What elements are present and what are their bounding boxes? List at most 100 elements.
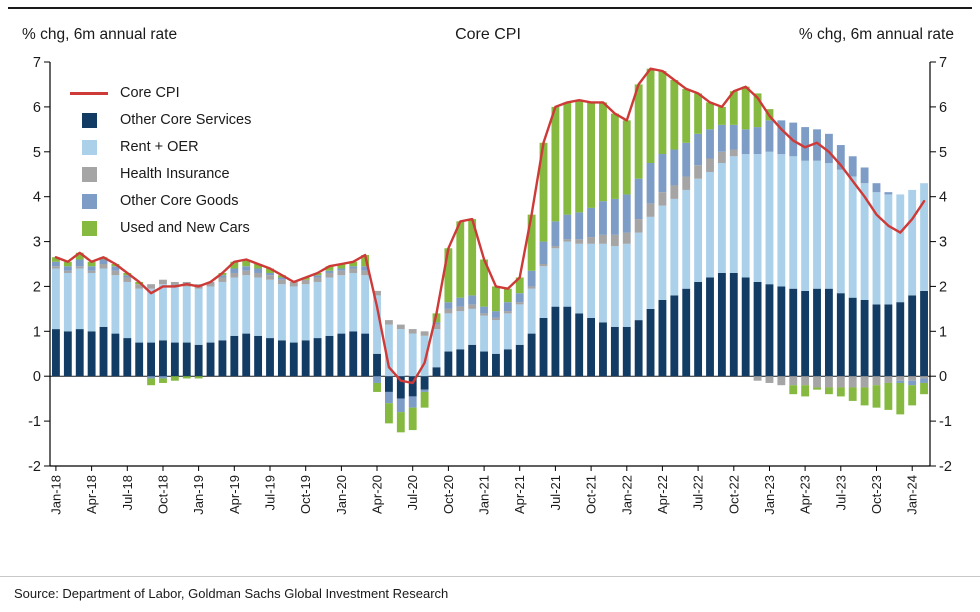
seg-other-core-services	[717, 272, 726, 377]
top-rule	[8, 7, 972, 9]
seg-used-and-new-cars	[599, 102, 607, 202]
footer-divider	[0, 576, 980, 577]
seg-other-core-goods	[622, 194, 631, 233]
seg-used-and-new-cars	[694, 93, 703, 134]
seg-other-core-goods	[242, 266, 251, 271]
seg-other-core-services	[599, 322, 607, 377]
seg-other-core-services	[218, 340, 227, 377]
seg-health-insurance	[289, 281, 298, 287]
y-tick-label-right: 3	[939, 235, 947, 251]
seg-other-core-goods	[218, 275, 227, 278]
seg-other-core-services	[706, 277, 714, 377]
seg-other-core-services	[503, 349, 512, 377]
x-tick-label: Jan-18	[48, 475, 63, 515]
seg-other-core-goods	[52, 261, 60, 267]
seg-other-core-services	[777, 286, 786, 377]
seg-other-core-services	[408, 376, 417, 397]
seg-health-insurance	[706, 158, 714, 172]
seg-other-core-services	[337, 333, 346, 377]
seg-other-core-goods	[896, 380, 905, 383]
seg-health-insurance	[384, 320, 393, 325]
seg-other-core-services	[622, 326, 631, 377]
y-tick-label-right: -1	[939, 414, 952, 430]
x-tick-label: Jan-24	[905, 475, 920, 515]
seg-rent-oer	[824, 163, 833, 289]
seg-rent-oer	[159, 284, 167, 341]
x-tick-label: Jul-20	[405, 475, 420, 510]
seg-other-core-goods	[75, 259, 84, 267]
seg-other-core-goods	[753, 127, 762, 155]
seg-health-insurance	[646, 203, 655, 217]
seg-health-insurance	[456, 306, 465, 312]
y-tick-label-left: 3	[33, 235, 41, 251]
bars-group	[52, 68, 928, 433]
seg-used-and-new-cars	[75, 252, 84, 260]
x-tick-label: Apr-19	[227, 475, 242, 514]
x-tick-label: Jan-19	[191, 475, 206, 515]
seg-used-and-new-cars	[349, 261, 358, 267]
seg-used-and-new-cars	[539, 142, 548, 242]
other-core-goods-swatch	[70, 193, 108, 209]
seg-used-and-new-cars	[848, 387, 857, 401]
legend-item-other-core-services: Other Core Services	[70, 111, 251, 129]
core-cpi-line	[54, 67, 926, 385]
y-tick-label-left: 7	[33, 56, 41, 71]
seg-rent-oer	[384, 324, 393, 377]
seg-used-and-new-cars	[563, 102, 572, 215]
seg-rent-oer	[87, 272, 96, 332]
seg-other-core-services	[159, 340, 167, 377]
seg-rent-oer	[396, 329, 405, 377]
seg-health-insurance	[361, 270, 370, 276]
seg-used-and-new-cars	[420, 391, 429, 408]
seg-rent-oer	[741, 154, 750, 278]
seg-health-insurance	[325, 272, 334, 278]
seg-rent-oer	[896, 194, 905, 303]
seg-other-core-services	[646, 308, 655, 377]
seg-used-and-new-cars	[147, 378, 156, 386]
seg-used-and-new-cars	[575, 100, 584, 213]
seg-used-and-new-cars	[551, 106, 560, 222]
seg-other-core-services	[920, 290, 928, 377]
seg-health-insurance	[63, 270, 72, 273]
seg-health-insurance	[753, 376, 762, 381]
seg-other-core-goods	[610, 198, 619, 235]
seg-other-core-services	[313, 338, 322, 377]
seg-other-core-services	[872, 304, 881, 377]
seg-other-core-goods	[349, 266, 358, 269]
seg-other-core-goods	[503, 302, 512, 312]
legend-item-other-core-goods: Other Core Goods	[70, 192, 251, 210]
seg-rent-oer	[63, 272, 72, 332]
seg-other-core-goods	[634, 178, 643, 220]
seg-health-insurance	[563, 239, 572, 242]
x-tick-label: Apr-20	[370, 475, 385, 514]
seg-other-core-services	[824, 288, 833, 377]
seg-rent-oer	[503, 313, 512, 350]
seg-other-core-goods	[277, 277, 286, 280]
seg-health-insurance	[159, 279, 167, 285]
seg-used-and-new-cars	[456, 221, 465, 298]
seg-used-and-new-cars	[503, 288, 512, 303]
y-tick-label-right: 7	[939, 56, 947, 71]
seg-other-core-goods	[872, 183, 881, 193]
y-tick-label-left: -2	[28, 459, 41, 475]
seg-other-core-goods	[706, 129, 714, 159]
seg-used-and-new-cars	[860, 387, 869, 406]
y-tick-label-right: 4	[939, 190, 947, 206]
seg-rent-oer	[860, 183, 869, 300]
seg-other-core-goods	[575, 212, 584, 240]
seg-other-core-goods	[63, 266, 72, 271]
seg-rent-oer	[836, 169, 845, 294]
seg-used-and-new-cars	[63, 261, 72, 267]
seg-other-core-services	[396, 376, 405, 399]
seg-rent-oer	[349, 272, 358, 332]
seg-used-and-new-cars	[729, 91, 738, 125]
seg-other-core-goods	[824, 133, 833, 163]
seg-used-and-new-cars	[159, 378, 167, 383]
x-axis-labels: Jan-18 Apr-18 Jul-18 Oct-18 Jan-19 Apr-19 Jul-…	[48, 466, 920, 515]
seg-health-insurance	[230, 272, 239, 278]
seg-other-core-services	[123, 338, 132, 377]
seg-used-and-new-cars	[813, 387, 821, 390]
legend-label: Other Core Services	[120, 112, 252, 128]
seg-rent-oer	[182, 286, 191, 343]
